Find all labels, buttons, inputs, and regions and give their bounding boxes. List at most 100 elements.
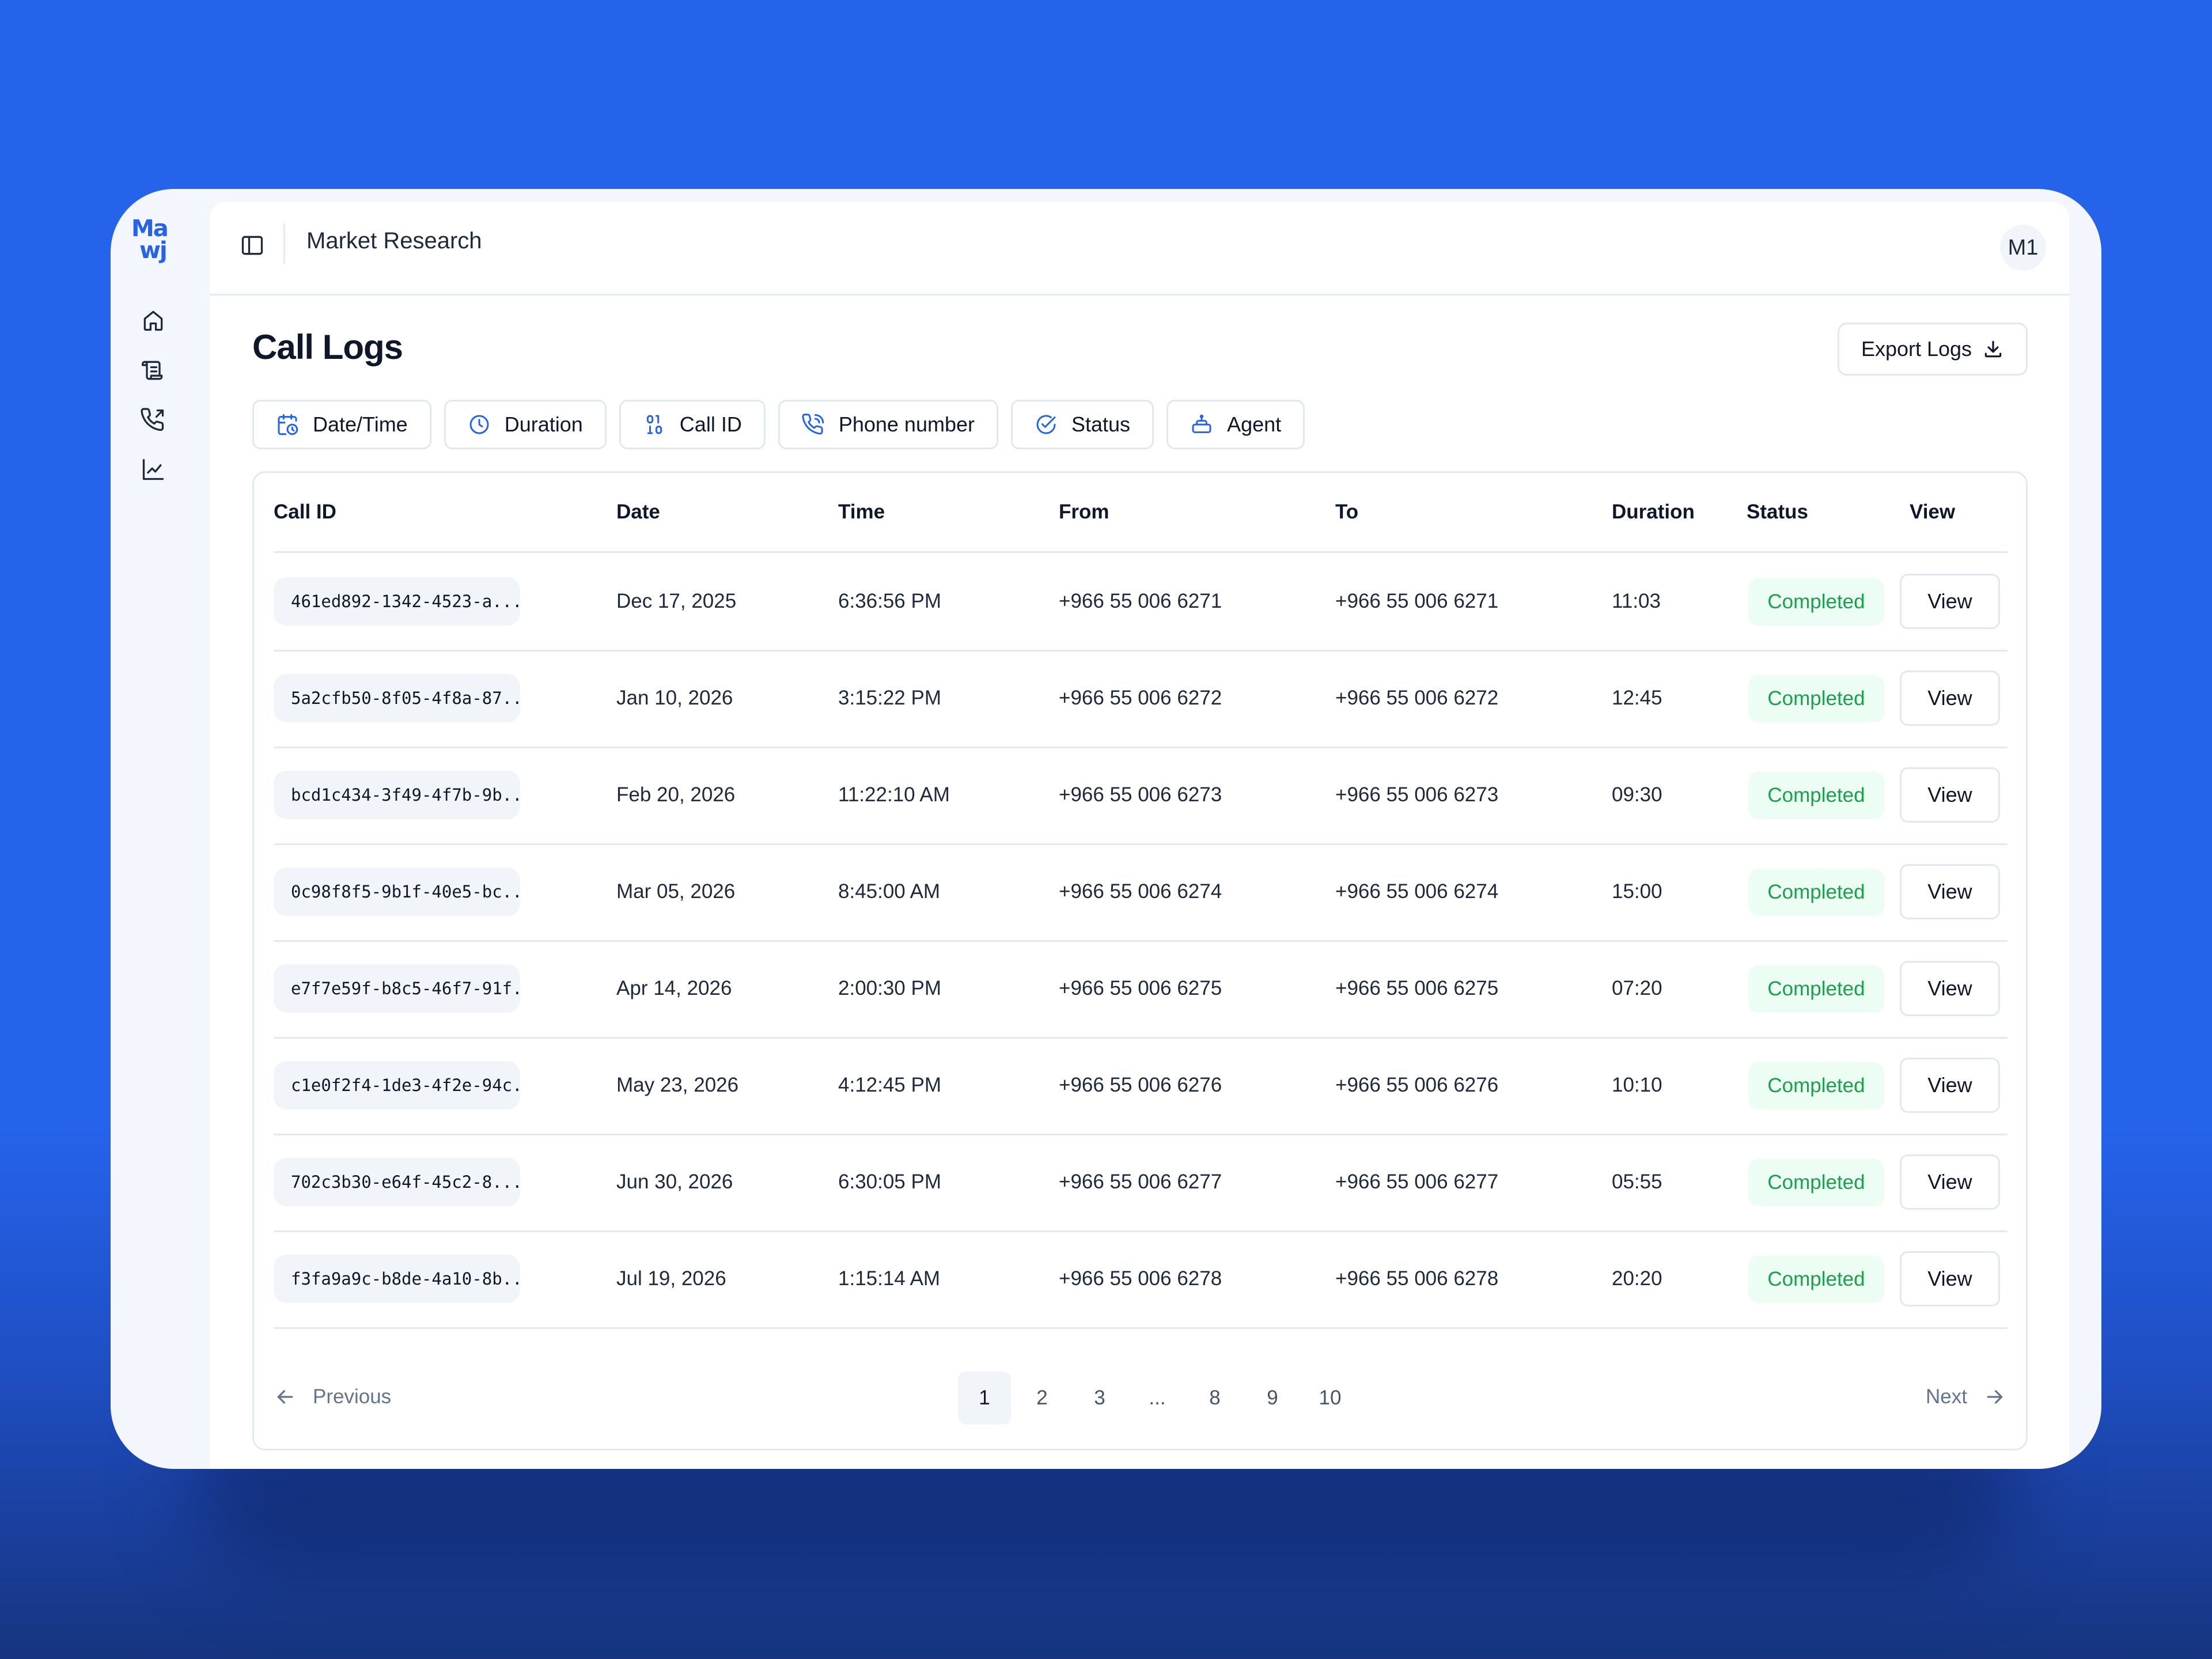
call-to: +966 55 006 6275 <box>1335 977 1499 999</box>
call-id-pill[interactable]: c1e0f2f4-1de3-4f2e-94c... <box>274 1061 520 1109</box>
call-time: 1:15:14 AM <box>838 1267 941 1290</box>
call-date: Mar 05, 2026 <box>616 880 736 903</box>
column-header-from[interactable]: From <box>1059 501 1109 523</box>
home-icon[interactable] <box>141 308 166 333</box>
clock-icon <box>469 415 489 434</box>
view-button[interactable]: View <box>1900 574 2000 629</box>
call-from: +966 55 006 6277 <box>1059 1171 1222 1193</box>
check-circle-icon <box>1036 415 1056 434</box>
call-to: +966 55 006 6276 <box>1335 1074 1499 1096</box>
view-button[interactable]: View <box>1900 961 2000 1016</box>
status-badge: Completed <box>1748 772 1884 819</box>
column-header-duration[interactable]: Duration <box>1612 501 1695 523</box>
view-button[interactable]: View <box>1900 1154 2000 1210</box>
view-button[interactable]: View <box>1900 767 2000 823</box>
id-icon <box>646 415 662 434</box>
call-id-pill[interactable]: bcd1c434-3f49-4f7b-9b... <box>274 771 520 819</box>
filter-label: Duration <box>504 412 583 436</box>
sidebar-toggle-icon[interactable] <box>240 233 265 258</box>
phone-icon <box>802 414 824 435</box>
call-time: 11:22:10 AM <box>838 783 950 806</box>
call-duration: 20:20 <box>1612 1267 1662 1290</box>
call-duration: 10:10 <box>1612 1074 1662 1096</box>
view-button[interactable]: View <box>1900 864 2000 919</box>
call-id-pill[interactable]: 5a2cfb50-8f05-4f8a-87... <box>274 674 520 722</box>
phone-outgoing-icon[interactable] <box>141 407 166 433</box>
page-button-1[interactable]: 1 <box>958 1372 1011 1425</box>
filter-call-id[interactable]: Call ID <box>619 400 766 449</box>
call-duration: 07:20 <box>1612 977 1662 999</box>
status-badge: Completed <box>1748 869 1884 916</box>
filter-label: Call ID <box>679 412 742 436</box>
call-id-pill[interactable]: 0c98f8f5-9b1f-40e5-bc... <box>274 868 520 916</box>
call-id-pill[interactable]: f3fa9a9c-b8de-4a10-8b... <box>274 1255 520 1303</box>
filter-duration[interactable]: Duration <box>444 400 607 449</box>
table-row: f3fa9a9c-b8de-4a10-8b... Jul 19, 2026 1:… <box>274 1230 2008 1329</box>
next-label: Next <box>1926 1385 1967 1408</box>
app-logo[interactable]: Ma wj <box>131 217 183 270</box>
table-row: 0c98f8f5-9b1f-40e5-bc... Mar 05, 2026 8:… <box>274 843 2008 942</box>
filter-label: Date/Time <box>313 412 408 436</box>
top-bar: Market Research M1 <box>210 202 2069 296</box>
page-button-10[interactable]: 10 <box>1319 1387 1342 1409</box>
call-duration: 05:55 <box>1612 1171 1662 1193</box>
call-from: +966 55 006 6271 <box>1059 590 1222 612</box>
page-button-3[interactable]: 3 <box>1094 1387 1105 1409</box>
previous-page-button[interactable]: Previous <box>274 1385 391 1408</box>
call-from: +966 55 006 6272 <box>1059 687 1222 709</box>
calendar-clock-icon <box>278 414 298 435</box>
filter-label: Status <box>1071 412 1131 436</box>
filter-agent[interactable]: Agent <box>1166 400 1305 449</box>
column-header-status[interactable]: Status <box>1747 501 1808 523</box>
view-button[interactable]: View <box>1900 1251 2000 1306</box>
previous-label: Previous <box>313 1385 392 1408</box>
table-row: c1e0f2f4-1de3-4f2e-94c... May 23, 2026 4… <box>274 1037 2008 1135</box>
page-button-8[interactable]: 8 <box>1209 1387 1221 1409</box>
column-header-time[interactable]: Time <box>838 501 885 523</box>
call-id-pill[interactable]: 461ed892-1342-4523-a... <box>274 577 520 626</box>
call-date: Apr 14, 2026 <box>616 977 732 999</box>
top-bar-divider <box>283 224 285 264</box>
filter-label: Phone number <box>838 412 975 436</box>
page-button-9[interactable]: 9 <box>1267 1387 1278 1409</box>
pagination: Previous 1 2 3 ... 8 9 10 Next <box>254 1372 2026 1427</box>
view-button[interactable]: View <box>1900 1058 2000 1113</box>
view-button[interactable]: View <box>1900 671 2000 726</box>
call-time: 4:12:45 PM <box>838 1074 941 1096</box>
export-logs-button[interactable]: Export Logs <box>1838 323 2028 376</box>
call-from: +966 55 006 6275 <box>1059 977 1222 999</box>
status-badge: Completed <box>1748 1159 1884 1206</box>
filter-status[interactable]: Status <box>1011 400 1154 449</box>
table-row: 5a2cfb50-8f05-4f8a-87... Jan 10, 2026 3:… <box>274 650 2008 748</box>
chart-line-icon[interactable] <box>141 457 166 482</box>
column-header-to[interactable]: To <box>1335 501 1359 523</box>
filter-date-time[interactable]: Date/Time <box>252 400 431 449</box>
table-row: 702c3b30-e64f-45c2-8... Jun 30, 2026 6:3… <box>274 1134 2008 1232</box>
call-time: 8:45:00 AM <box>838 880 941 903</box>
logo-line-2: wj <box>139 237 168 264</box>
scroll-icon[interactable] <box>141 358 166 383</box>
status-badge: Completed <box>1748 1256 1884 1303</box>
call-duration: 15:00 <box>1612 880 1662 903</box>
page-title: Call Logs <box>252 328 403 366</box>
page-button-2[interactable]: 2 <box>1036 1387 1048 1409</box>
call-date: Feb 20, 2026 <box>616 783 736 806</box>
call-date: Dec 17, 2025 <box>616 590 737 612</box>
download-icon <box>1984 340 2002 358</box>
user-avatar[interactable]: M1 <box>2000 225 2046 271</box>
call-date: Jan 10, 2026 <box>616 687 733 709</box>
next-page-button[interactable]: Next <box>1926 1385 2006 1408</box>
call-date: Jul 19, 2026 <box>616 1267 726 1290</box>
call-duration: 09:30 <box>1612 783 1662 806</box>
call-time: 3:15:22 PM <box>838 687 941 709</box>
column-header-call-id[interactable]: Call ID <box>274 501 336 523</box>
call-id-pill[interactable]: e7f7e59f-b8c5-46f7-91f... <box>274 964 520 1013</box>
call-time: 2:00:30 PM <box>838 977 941 999</box>
call-to: +966 55 006 6277 <box>1335 1171 1499 1193</box>
call-id-pill[interactable]: 702c3b30-e64f-45c2-8... <box>274 1158 520 1206</box>
column-header-date[interactable]: Date <box>616 501 660 523</box>
call-date: May 23, 2026 <box>616 1074 739 1096</box>
page-ellipsis: ... <box>1149 1387 1166 1409</box>
filter-phone-number[interactable]: Phone number <box>778 400 998 449</box>
sidebar: Ma wj <box>111 189 209 1469</box>
